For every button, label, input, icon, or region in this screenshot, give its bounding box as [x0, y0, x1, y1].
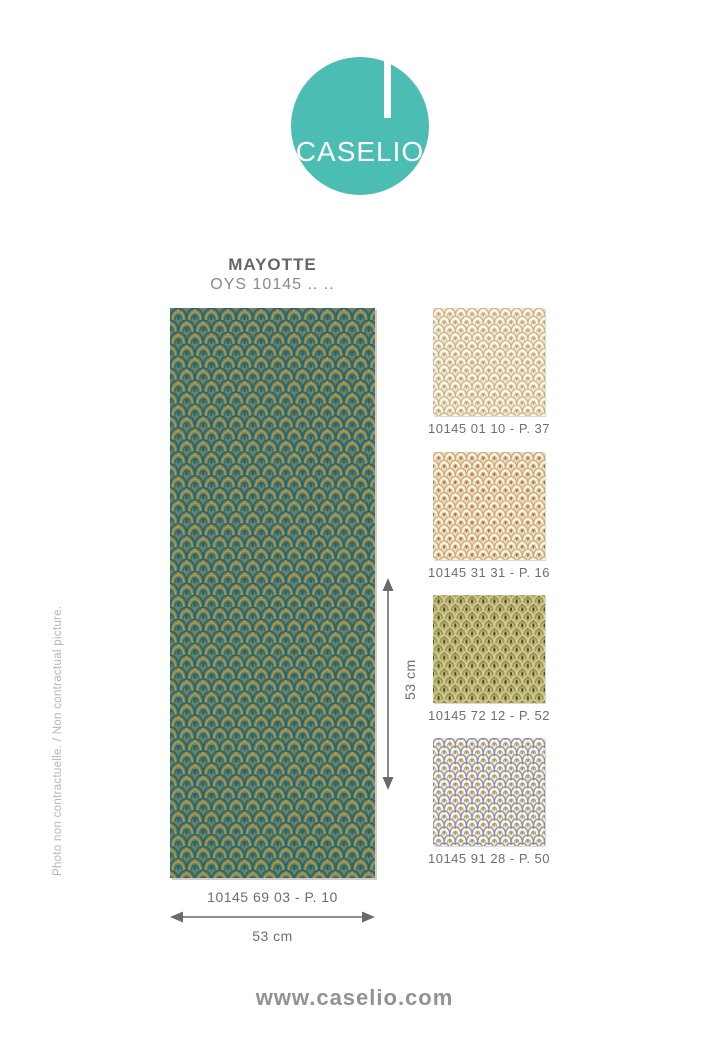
width-dimension-label: 53 cm [252, 928, 293, 944]
non-contractual-note: Photo non contractuelle. / Non contractu… [52, 605, 64, 876]
variant-swatch-2 [433, 452, 545, 560]
main-swatch-pattern [170, 308, 375, 878]
brand-logo [291, 57, 429, 195]
website-url: www.caselio.com [255, 985, 454, 1010]
variant-swatch-1-pattern [433, 308, 545, 416]
variant-reference-4: 10145 91 28 - P. 50 [427, 851, 551, 866]
main-swatch-reference: 10145 69 03 - P. 10 [207, 889, 338, 905]
variant-reference-3: 10145 72 12 - P. 52 [427, 708, 551, 723]
variant-swatch-2-pattern [433, 452, 545, 560]
product-reference: OYS 10145 .. .. [210, 276, 335, 293]
logo-accent-bar-icon [384, 57, 391, 118]
horizontal-dimension-arrow-icon [170, 911, 375, 923]
variant-swatch-4 [433, 738, 545, 846]
variant-swatch-3-pattern [433, 595, 545, 703]
variant-reference-2: 10145 31 31 - P. 16 [427, 565, 551, 580]
variant-swatch-4-pattern [433, 738, 545, 846]
variant-swatch-1 [433, 308, 545, 416]
vertical-dimension-arrow-icon [382, 578, 394, 790]
variant-reference-1: 10145 01 10 - P. 37 [427, 421, 551, 436]
product-name: MAYOTTE [228, 255, 317, 274]
variant-swatch-3 [433, 595, 545, 703]
height-dimension-label: 53 cm [402, 659, 418, 700]
main-wallpaper-swatch [170, 308, 375, 878]
brand-wordmark: CASELIO [295, 136, 425, 167]
